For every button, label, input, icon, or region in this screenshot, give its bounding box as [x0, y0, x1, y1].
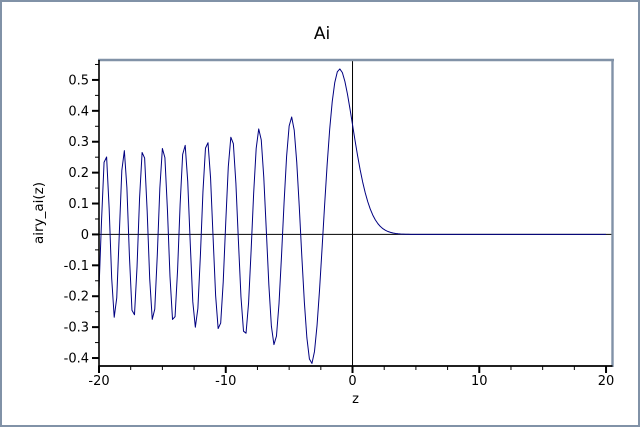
- x-tick-label: -20: [88, 374, 109, 389]
- y-axis-ticks: 0.5 0.4 0.3 0.2 0.1 0 -0.1 -0.2 -0.3 -0.4: [64, 63, 99, 367]
- x-axis-ticks: -20 -10 0 10 20: [88, 366, 614, 389]
- y-tick-label: 0.2: [68, 166, 89, 181]
- plot-frame: [98, 58, 614, 367]
- origin-axes: [99, 60, 613, 366]
- y-tick-label: -0.2: [64, 290, 89, 305]
- x-tick-label: 10: [471, 374, 488, 389]
- x-tick-label: 20: [598, 374, 615, 389]
- x-tick-label: -10: [215, 374, 236, 389]
- chart-title: Ai: [313, 24, 331, 44]
- airy-curve: [98, 68, 607, 364]
- y-tick-label: 0.5: [68, 73, 89, 88]
- y-tick-label: 0.3: [68, 135, 89, 150]
- x-tick-label: 0: [348, 374, 356, 389]
- y-tick-label: -0.3: [64, 321, 89, 336]
- y-tick-label: -0.1: [64, 259, 89, 274]
- y-tick-label: 0.4: [68, 104, 89, 119]
- y-tick-label: -0.4: [64, 352, 89, 367]
- x-axis-label: z: [352, 392, 359, 407]
- y-tick-label: 0: [81, 228, 89, 243]
- y-tick-label: 0.1: [68, 197, 89, 212]
